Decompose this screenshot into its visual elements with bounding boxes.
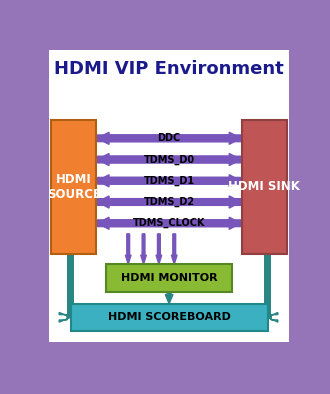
FancyArrow shape: [125, 234, 131, 264]
FancyArrow shape: [171, 234, 177, 264]
FancyBboxPatch shape: [264, 254, 271, 317]
FancyArrow shape: [165, 292, 173, 304]
FancyBboxPatch shape: [49, 50, 289, 342]
FancyArrow shape: [98, 175, 241, 187]
FancyArrow shape: [98, 153, 241, 165]
Text: HDMI SCOREBOARD: HDMI SCOREBOARD: [108, 312, 231, 322]
Text: HDMI
SOURCE: HDMI SOURCE: [47, 173, 101, 201]
Text: HDMI MONITOR: HDMI MONITOR: [121, 273, 217, 283]
FancyArrow shape: [98, 196, 241, 208]
FancyArrow shape: [59, 312, 71, 322]
Text: DDC: DDC: [157, 133, 181, 143]
FancyArrow shape: [98, 196, 241, 208]
FancyBboxPatch shape: [39, 44, 300, 354]
Text: HDMI SINK: HDMI SINK: [228, 180, 300, 193]
FancyArrow shape: [268, 312, 278, 322]
FancyArrow shape: [141, 234, 147, 264]
FancyBboxPatch shape: [67, 254, 74, 317]
FancyBboxPatch shape: [71, 304, 268, 331]
FancyArrow shape: [98, 132, 241, 144]
FancyArrow shape: [98, 153, 241, 165]
FancyBboxPatch shape: [242, 120, 287, 254]
FancyBboxPatch shape: [51, 120, 96, 254]
Text: TDMS_D2: TDMS_D2: [144, 197, 195, 207]
FancyBboxPatch shape: [107, 264, 232, 292]
Text: TDMS_D0: TDMS_D0: [144, 154, 195, 165]
Text: TDMS_CLOCK: TDMS_CLOCK: [133, 218, 205, 229]
FancyArrow shape: [98, 217, 241, 229]
FancyArrow shape: [98, 175, 241, 187]
Text: TDMS_D1: TDMS_D1: [144, 176, 195, 186]
Text: HDMI VIP Environment: HDMI VIP Environment: [54, 59, 284, 78]
FancyArrow shape: [156, 234, 162, 264]
FancyArrow shape: [98, 132, 241, 144]
FancyArrow shape: [98, 217, 241, 229]
